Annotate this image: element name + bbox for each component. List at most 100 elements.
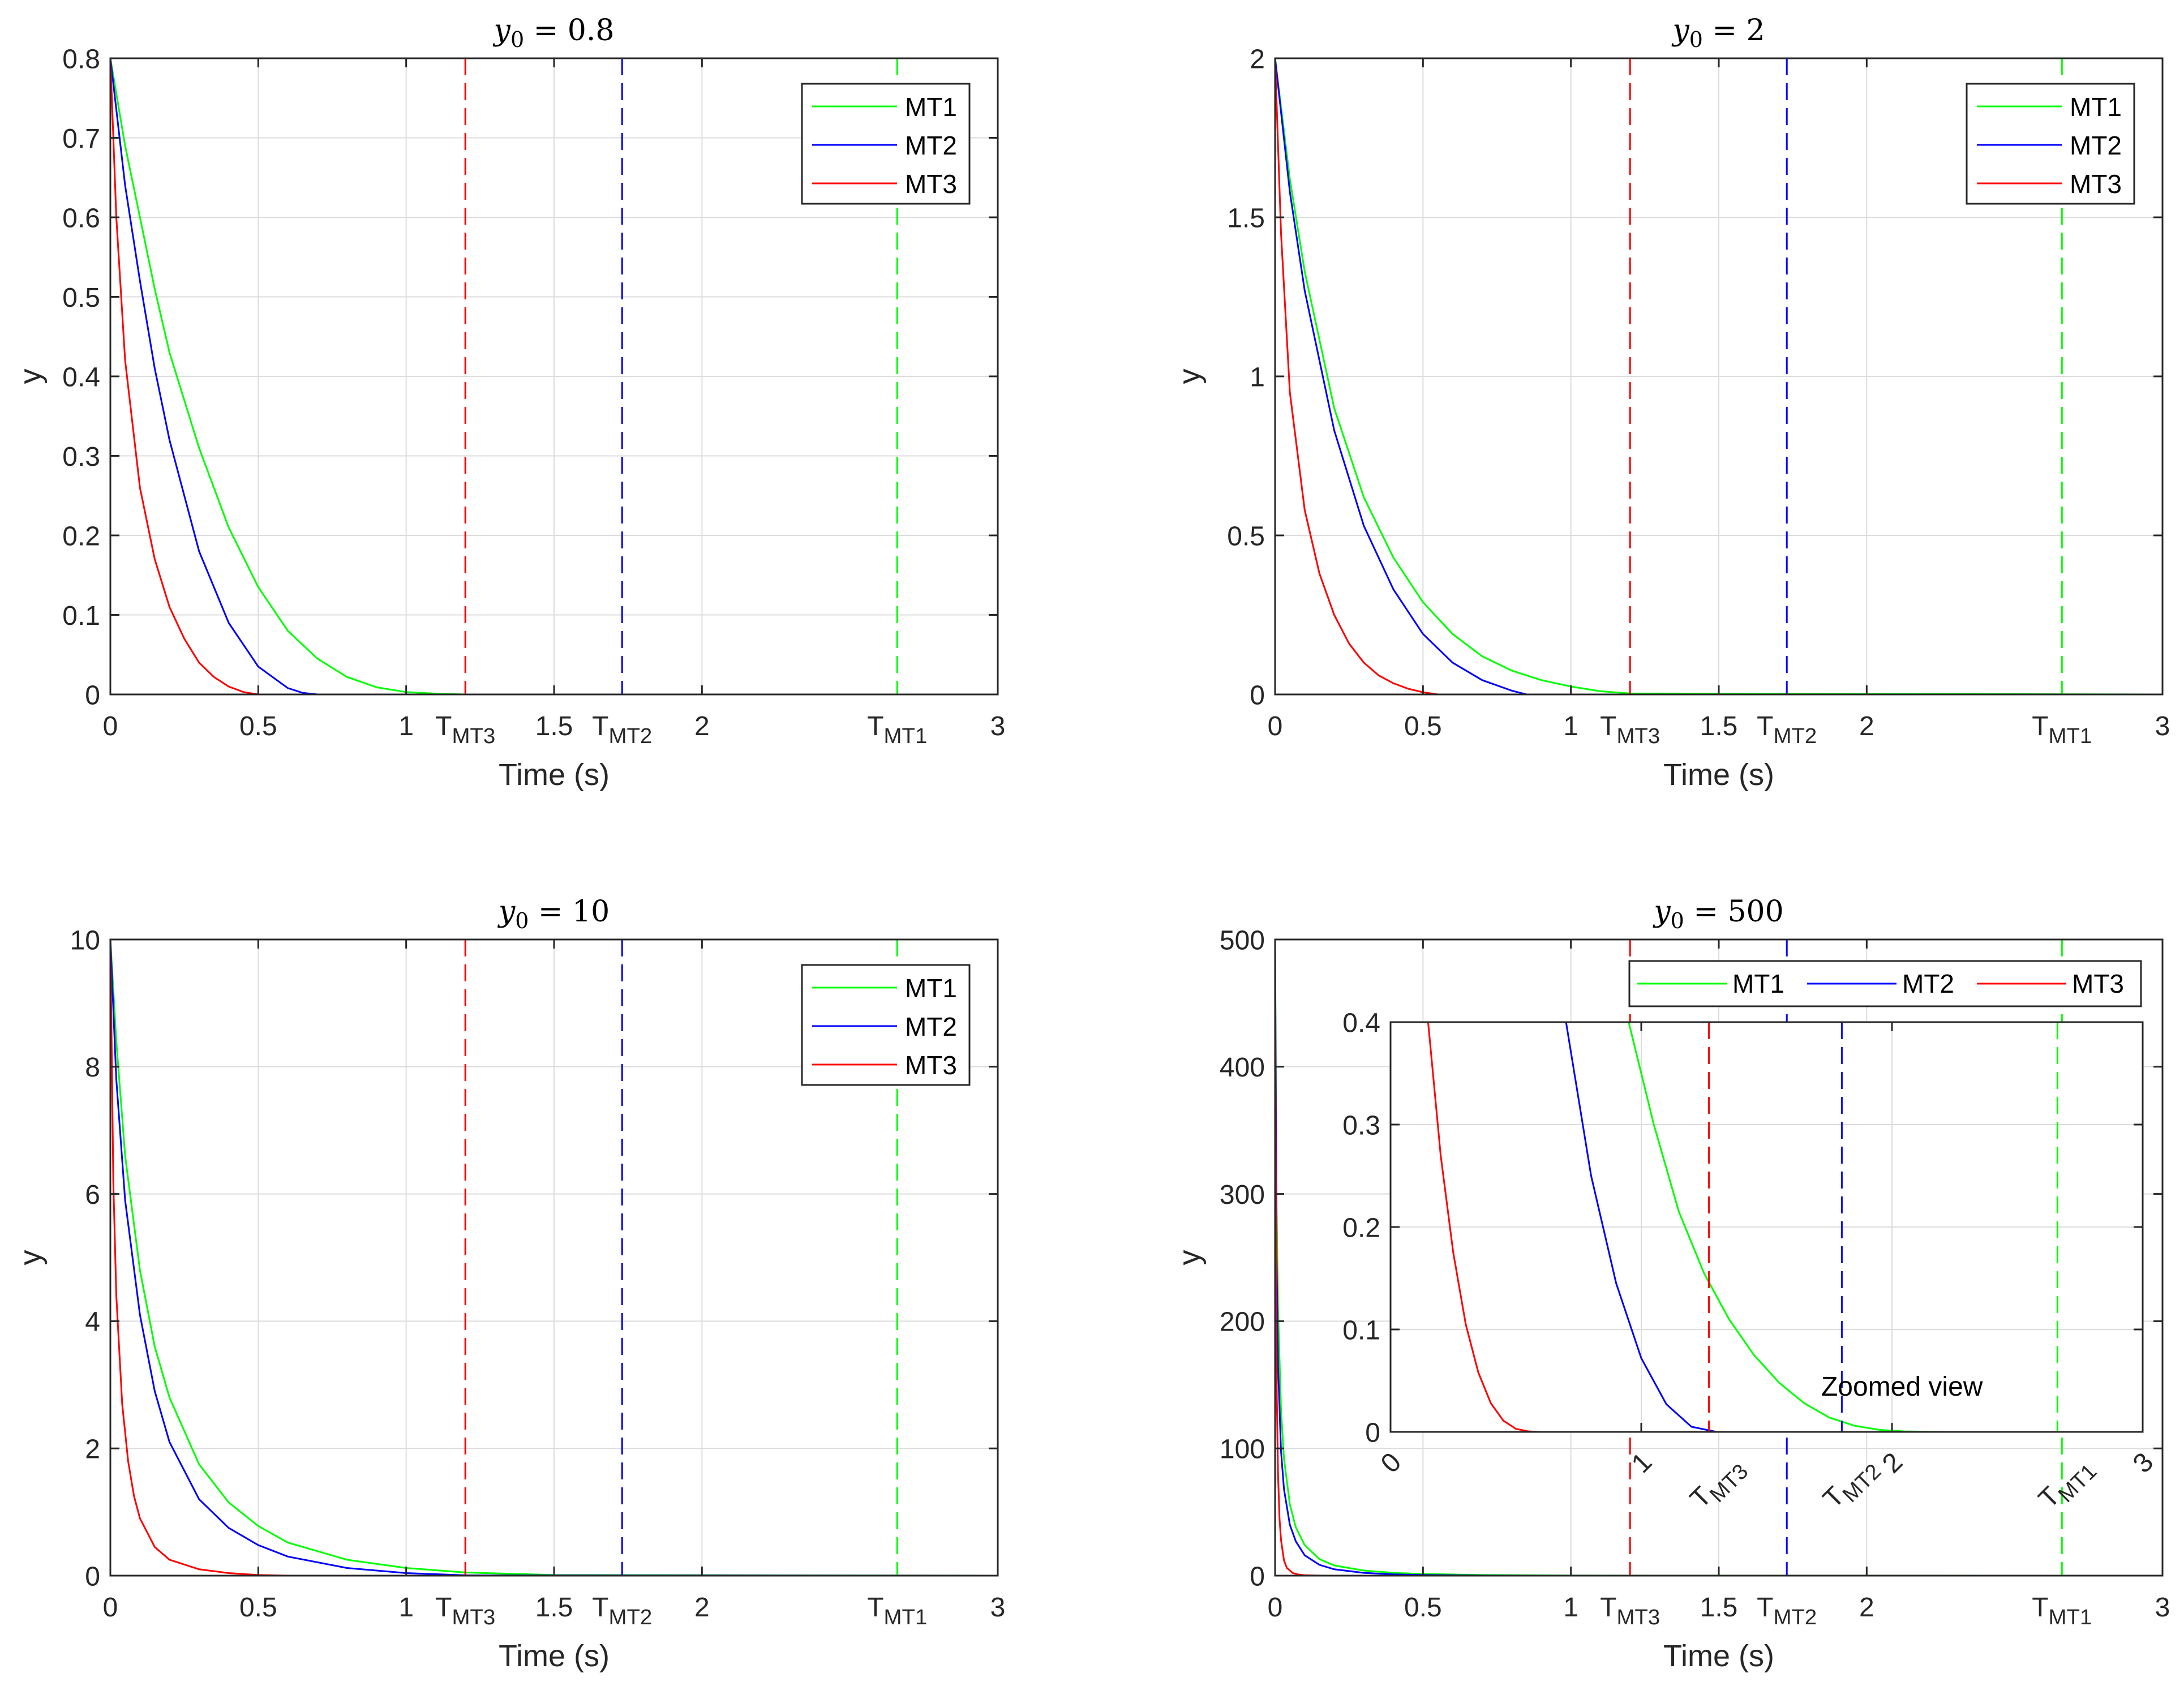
legend-label-mt3: MT3 [905,1050,957,1080]
x-tick-label-2: 2 [1859,1593,1874,1623]
y-tick-label-400: 400 [1220,1053,1265,1083]
legend-label-mt2: MT2 [1902,969,1954,998]
x-tick-label-0_5: 0.5 [239,1593,277,1623]
y-tick-label-100: 100 [1220,1434,1265,1464]
y-tick-label-0_3: 0.3 [1342,1110,1380,1140]
y-tick-label-0_2: 0.2 [1342,1213,1380,1243]
settling-label-mt2: TMT2 [592,711,652,748]
y-tick-label-0_6: 0.6 [62,203,100,233]
legend-label-mt3: MT3 [2072,969,2124,998]
y-tick-label-0_7: 0.7 [62,124,100,154]
x-tick-label-2: 2 [694,1593,710,1623]
inset-annotation: Zoomed view [1821,1372,1983,1402]
x-tick-label-3: 3 [990,1593,1006,1623]
x-tick-label-1_5: 1.5 [535,711,573,741]
x-axis-label: Time (s) [499,1639,610,1673]
legend-label-mt2: MT2 [905,1012,957,1041]
y-tick-label-0_8: 0.8 [62,44,100,74]
x-axis-label: Time (s) [1663,758,1774,792]
settling-label-mt2: TMT2 [592,1593,652,1629]
x-tick-label-1: 1 [1563,1593,1578,1623]
x-tick-label-2: 2 [694,711,710,741]
series-mt2-line [109,939,998,1577]
legend-label-mt3: MT3 [2070,169,2122,199]
legend-label-mt1: MT1 [905,973,957,1003]
y-tick-label-0_4: 0.4 [62,362,100,392]
y-tick-label-500: 500 [1220,925,1265,955]
x-tick-label-1: 1 [398,1593,414,1623]
chart-title: y0 = 10 [497,895,610,933]
y-tick-label-10: 10 [70,925,100,955]
y-tick-label-0: 0 [85,680,100,710]
series-mt3-line [109,58,998,696]
legend-3: MT1 MT2 MT3 [801,964,971,1086]
x-tick-label-0_5: 0.5 [239,711,277,741]
y-tick-label-0: 0 [1250,680,1265,710]
legend-label-mt1: MT1 [1732,969,1784,998]
settling-label-mt1: TMT1 [867,711,927,748]
y-tick-label-6: 6 [85,1180,100,1210]
settling-label-mt2: TMT2 [1757,711,1817,748]
series-mt1-line [109,939,998,1577]
legend-2: MT1 MT2 MT3 [1966,83,2135,205]
y-tick-label-0_1: 0.1 [62,601,100,631]
settling-lines [1708,1022,2058,1432]
series-mt2-line [109,58,998,696]
y-axis-label: y [1173,1250,1207,1265]
legend-4: MT1 MT2 MT3 [1628,960,2142,1007]
y-tick-label-0: 0 [1250,1561,1265,1591]
y-tick-label-200: 200 [1220,1307,1265,1337]
settling-label-mt3: TMT3 [435,711,495,748]
y-axis-label: y [14,369,48,384]
y-tick-label-0_3: 0.3 [62,442,100,472]
settling-label-mt3: TMT3 [1600,711,1660,748]
y-axis-label: y [14,1250,48,1265]
y-tick-label-1: 1 [1250,362,1265,392]
x-tick-label-3: 3 [990,711,1006,741]
y-tick-label-8: 8 [85,1053,100,1083]
y-tick-label-1_5: 1.5 [1227,203,1265,233]
series-mt3-line [109,939,998,1577]
series-mt2-line [1274,58,2162,696]
chart-title: y0 = 0.8 [493,14,615,52]
chart-title: y0 = 500 [1653,895,1783,933]
y-tick-label-2: 2 [1250,44,1265,74]
ticks [1274,938,2164,1577]
x-tick-label-1_5: 1.5 [535,1593,573,1623]
y-tick-label-0_1: 0.1 [1342,1315,1380,1345]
series [109,939,998,1577]
series-mt1-line [109,58,998,696]
y-tick-label-300: 300 [1220,1180,1265,1210]
chart-title: y0 = 2 [1671,14,1765,52]
series-mt2-line [1565,1022,2143,1433]
y-tick-label-0_5: 0.5 [62,283,100,313]
legend-label-mt2: MT2 [2070,131,2122,160]
series-mt3-line [1274,58,2162,696]
ticks [1389,1021,2144,1433]
settling-label-mt1: TMT1 [867,1593,927,1629]
series [109,58,998,696]
settling-label-mt2: TMT2 [1757,1593,1817,1629]
legend-label-mt1: MT1 [2070,92,2122,122]
y-tick-label-0_4: 0.4 [1342,1008,1380,1038]
x-tick-label-1: 1 [1563,711,1578,741]
y-tick-label-2: 2 [85,1434,100,1464]
y-tick-label-0_2: 0.2 [62,521,100,551]
settling-label-mt3: TMT3 [1600,1593,1660,1629]
y-tick-label-4: 4 [85,1307,100,1337]
x-tick-label-0: 0 [1268,1593,1283,1623]
y-tick-label-0: 0 [1365,1418,1380,1448]
y-tick-label-0: 0 [85,1561,100,1591]
ticks [1274,57,2164,696]
legend-label-mt2: MT2 [905,131,957,160]
ticks [109,57,999,696]
x-tick-label-1_5: 1.5 [1700,1593,1738,1623]
x-tick-label-3: 3 [2155,1593,2170,1623]
legend-1: MT1 MT2 MT3 [801,83,971,205]
legend-label-mt3: MT3 [905,169,957,199]
x-tick-label-0: 0 [1268,711,1283,741]
series-mt1-line [1274,58,2163,696]
x-tick-label-0: 0 [103,711,118,741]
x-tick-label-3: 3 [2155,711,2170,741]
